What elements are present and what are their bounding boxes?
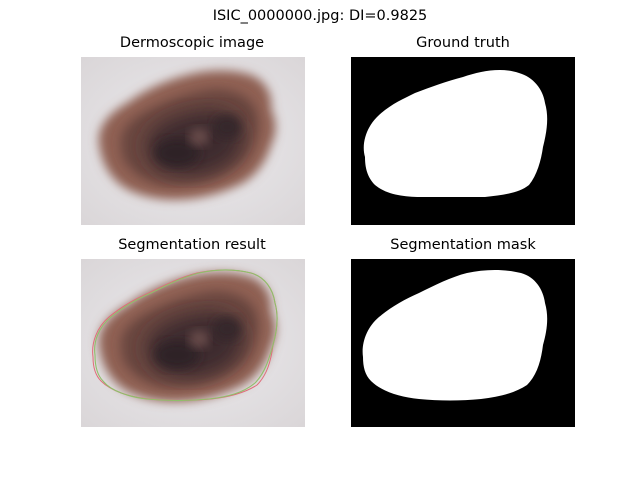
lesion-dark-spot-right [213,317,241,341]
lesion-pale-area [189,128,209,146]
mask-foreground [362,270,548,401]
segmentation-mask-panel [351,259,575,427]
mask-foreground [363,70,548,197]
ground-truth-panel [351,57,575,225]
panel-title-segmentation-mask: Segmentation mask [390,237,536,253]
prediction-contour [94,269,278,402]
panel-title-dermoscopic-image: Dermoscopic image [119,35,265,51]
lesion-dark-spot [155,341,199,369]
predicted-mask [351,259,575,427]
panel-title-ground-truth: Ground truth [416,35,510,51]
panel-title-segmentation-result: Segmentation result [118,237,266,253]
segmentation-overlay [81,259,305,427]
segmentation-result-panel [81,259,305,427]
lesion-pale-area [189,330,209,348]
ground-truth-mask [351,57,575,225]
dermoscopic-image-panel [81,57,305,225]
lesion-dark-spot-right [213,115,241,139]
dermoscopic-image [81,57,305,225]
lesion-dark-spot [155,139,199,167]
figure-title: ISIC_0000000.jpg: DI=0.9825 [212,8,428,24]
